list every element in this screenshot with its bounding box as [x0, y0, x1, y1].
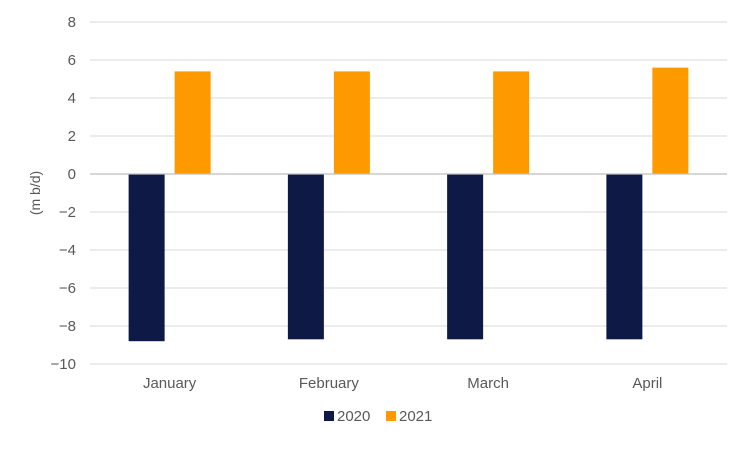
- bar-2020-february: [287, 174, 324, 340]
- x-tick-label: April: [632, 375, 662, 392]
- x-tick-label: March: [467, 375, 509, 392]
- bar-2021-january: [174, 71, 211, 174]
- y-tick-label: 0: [68, 166, 76, 183]
- y-tick-label: −8: [59, 318, 76, 335]
- bar-2020-april: [606, 174, 643, 340]
- y-tick-label: −2: [59, 204, 76, 221]
- x-tick-label: February: [299, 375, 360, 392]
- y-tick-label: 6: [68, 52, 76, 69]
- x-tick-label: January: [143, 375, 197, 392]
- bar-2021-february: [333, 71, 370, 174]
- bar-2021-march: [493, 71, 530, 174]
- y-tick-label: −10: [51, 356, 76, 373]
- y-tick-label: −4: [59, 242, 76, 259]
- bar-2020-march: [447, 174, 484, 340]
- legend-label-2021: 2021: [399, 408, 432, 425]
- bar-2021-april: [652, 67, 689, 174]
- y-tick-label: 8: [68, 14, 76, 31]
- legend-swatch-2020: [324, 411, 334, 421]
- legend-label-2020: 2020: [337, 408, 370, 425]
- bars: [128, 67, 689, 342]
- y-tick-label: 4: [68, 90, 76, 107]
- bar-2020-january: [128, 174, 165, 342]
- legend: 2020 2021: [324, 408, 432, 425]
- x-axis-ticks: January February March April: [143, 375, 662, 392]
- y-axis-ticks: 8 6 4 2 0 −2 −4 −6 −8 −10: [51, 14, 76, 373]
- y-tick-label: 2: [68, 128, 76, 145]
- y-axis-title: (m b/d): [27, 171, 43, 215]
- y-tick-label: −6: [59, 280, 76, 297]
- legend-swatch-2021: [386, 411, 396, 421]
